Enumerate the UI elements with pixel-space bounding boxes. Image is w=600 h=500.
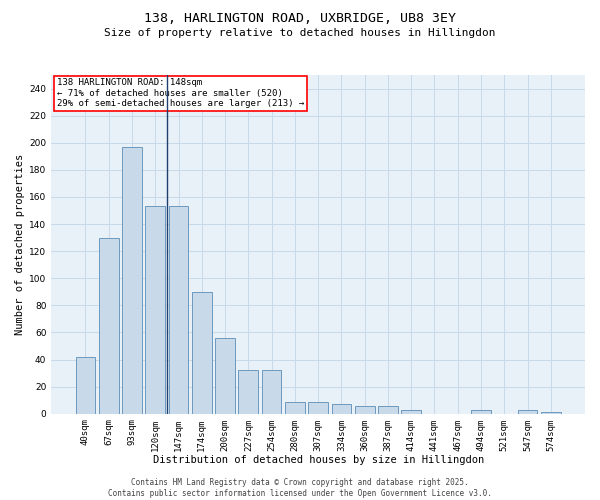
Bar <box>192 292 212 414</box>
Bar <box>262 370 281 414</box>
Bar <box>308 402 328 413</box>
Bar <box>122 147 142 413</box>
Bar <box>378 406 398 413</box>
Bar <box>76 357 95 414</box>
Bar <box>215 338 235 413</box>
Text: 138, HARLINGTON ROAD, UXBRIDGE, UB8 3EY: 138, HARLINGTON ROAD, UXBRIDGE, UB8 3EY <box>144 12 456 26</box>
Bar <box>169 206 188 414</box>
Bar <box>99 238 119 414</box>
Text: Size of property relative to detached houses in Hillingdon: Size of property relative to detached ho… <box>104 28 496 38</box>
Bar <box>332 404 352 413</box>
Bar <box>355 406 374 413</box>
Bar <box>145 206 165 414</box>
Y-axis label: Number of detached properties: Number of detached properties <box>15 154 25 335</box>
Bar <box>285 402 305 413</box>
Bar <box>401 410 421 414</box>
Bar <box>471 410 491 414</box>
Bar <box>518 410 538 414</box>
Text: 138 HARLINGTON ROAD: 148sqm
← 71% of detached houses are smaller (520)
29% of se: 138 HARLINGTON ROAD: 148sqm ← 71% of det… <box>56 78 304 108</box>
X-axis label: Distribution of detached houses by size in Hillingdon: Distribution of detached houses by size … <box>152 455 484 465</box>
Bar <box>541 412 561 414</box>
Bar <box>238 370 258 414</box>
Text: Contains HM Land Registry data © Crown copyright and database right 2025.
Contai: Contains HM Land Registry data © Crown c… <box>108 478 492 498</box>
